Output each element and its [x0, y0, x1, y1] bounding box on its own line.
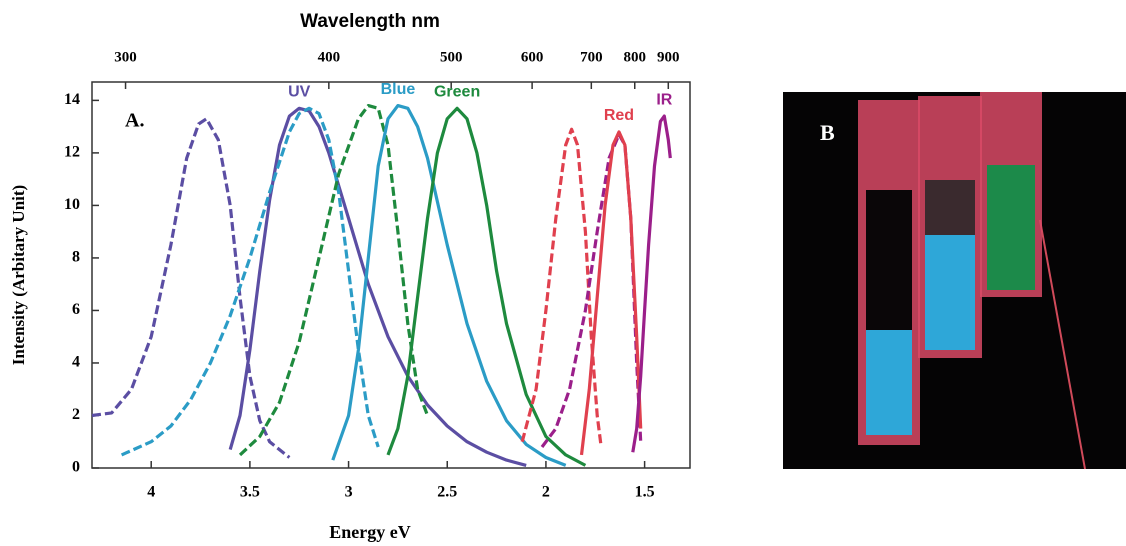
top-tick-label: 300	[114, 49, 137, 65]
cuvette-liquid	[925, 235, 975, 350]
series-line	[238, 104, 429, 457]
series-line	[520, 127, 603, 448]
series-line	[120, 106, 380, 457]
series-line	[386, 106, 587, 467]
top-axis-title: Wavelength nm	[300, 11, 440, 32]
x-axis-title: Energy eV	[329, 522, 410, 542]
cuvette-inner	[866, 190, 912, 330]
top-tick-label: 400	[318, 49, 341, 65]
top-tick-label: 900	[657, 49, 680, 65]
series-line	[228, 106, 527, 467]
y-tick-label: 10	[64, 196, 80, 213]
x-tick-label: 4	[147, 484, 155, 501]
x-tick-label: 2	[542, 484, 550, 501]
y-tick-label: 4	[72, 354, 80, 371]
cuvette-liquid	[987, 165, 1035, 290]
series-line	[631, 114, 672, 453]
y-tick-label: 12	[64, 144, 80, 161]
series-line	[331, 104, 567, 467]
cuvette-inner	[925, 180, 975, 240]
y-tick-label: 14	[64, 91, 80, 108]
y-tick-label: 2	[72, 406, 80, 423]
top-tick-label: 700	[580, 49, 603, 65]
panel-label: A.	[125, 110, 144, 132]
photo: B	[783, 92, 1126, 470]
top-tick-label: 500	[440, 49, 463, 65]
series-label: Green	[434, 83, 480, 100]
y-tick-label: 6	[72, 301, 80, 318]
series-label: Blue	[381, 81, 416, 98]
x-tick-label: 3.5	[240, 484, 260, 501]
series-label: Red	[604, 107, 634, 124]
series-line	[540, 132, 643, 448]
top-tick-label: 800	[623, 49, 646, 65]
top-tick-label: 600	[521, 49, 544, 65]
photo-label: B	[820, 120, 835, 145]
x-tick-label: 2.5	[437, 484, 457, 501]
plot-frame	[91, 81, 691, 469]
y-tick-label: 8	[72, 249, 80, 266]
y-axis-title: Intensity (Arbitary Unit)	[9, 185, 28, 365]
x-tick-label: 3	[345, 484, 353, 501]
x-tick-label: 1.5	[635, 484, 655, 501]
photo-streak	[1039, 219, 1086, 470]
series-line	[579, 130, 643, 456]
series-label: UV	[288, 83, 311, 100]
series-label: IR	[656, 91, 672, 108]
y-tick-label: 0	[72, 459, 80, 476]
series-line	[91, 117, 291, 459]
cuvette-liquid	[866, 330, 912, 435]
